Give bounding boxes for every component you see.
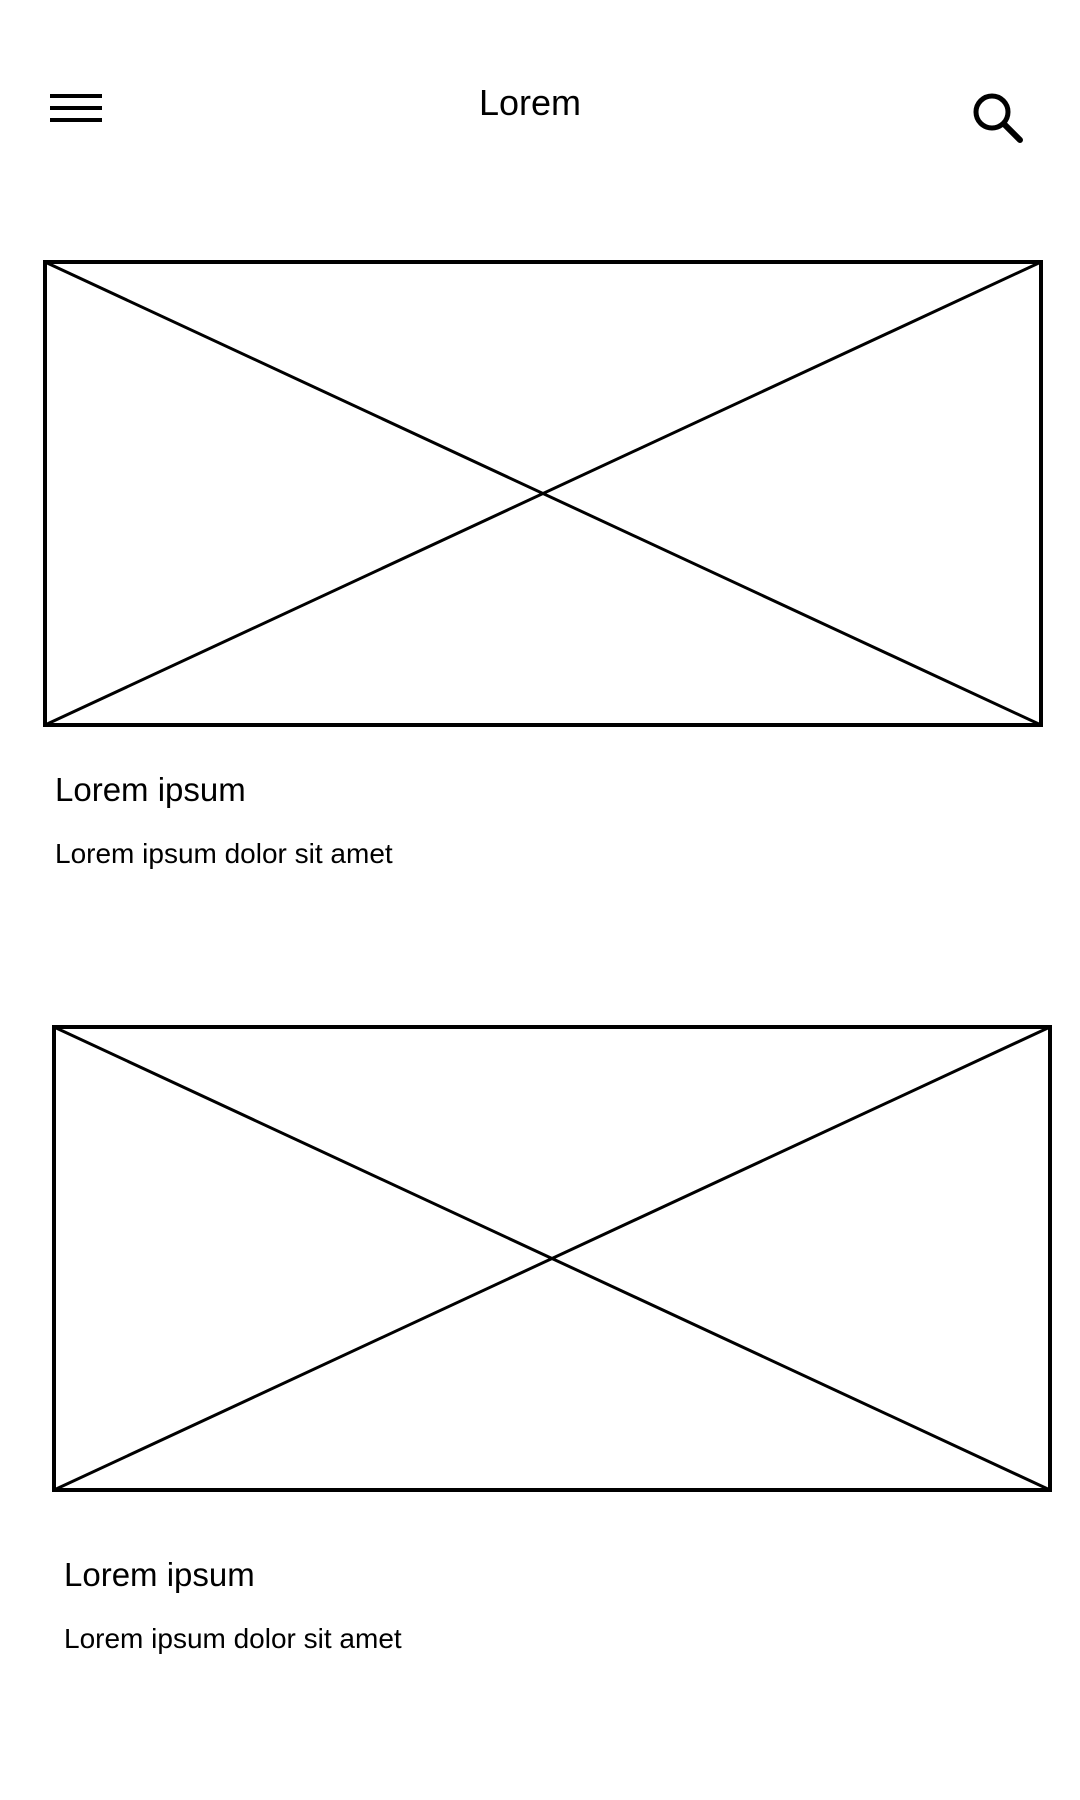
content-card[interactable]: Lorem ipsum Lorem ipsum dolor sit amet <box>43 260 1043 869</box>
hamburger-menu-icon[interactable] <box>48 92 104 134</box>
image-placeholder <box>43 260 1043 727</box>
card-subtitle: Lorem ipsum dolor sit amet <box>64 1623 402 1654</box>
image-placeholder <box>52 1025 1052 1492</box>
top-app-bar: Lorem <box>0 0 1080 200</box>
card-title: Lorem ipsum <box>55 771 246 808</box>
content-card[interactable]: Lorem ipsum Lorem ipsum dolor sit amet <box>52 1025 1052 1654</box>
search-icon[interactable] <box>970 90 1026 146</box>
page-title: Lorem <box>478 82 582 123</box>
card-subtitle: Lorem ipsum dolor sit amet <box>55 838 393 869</box>
card-title: Lorem ipsum <box>64 1556 255 1593</box>
